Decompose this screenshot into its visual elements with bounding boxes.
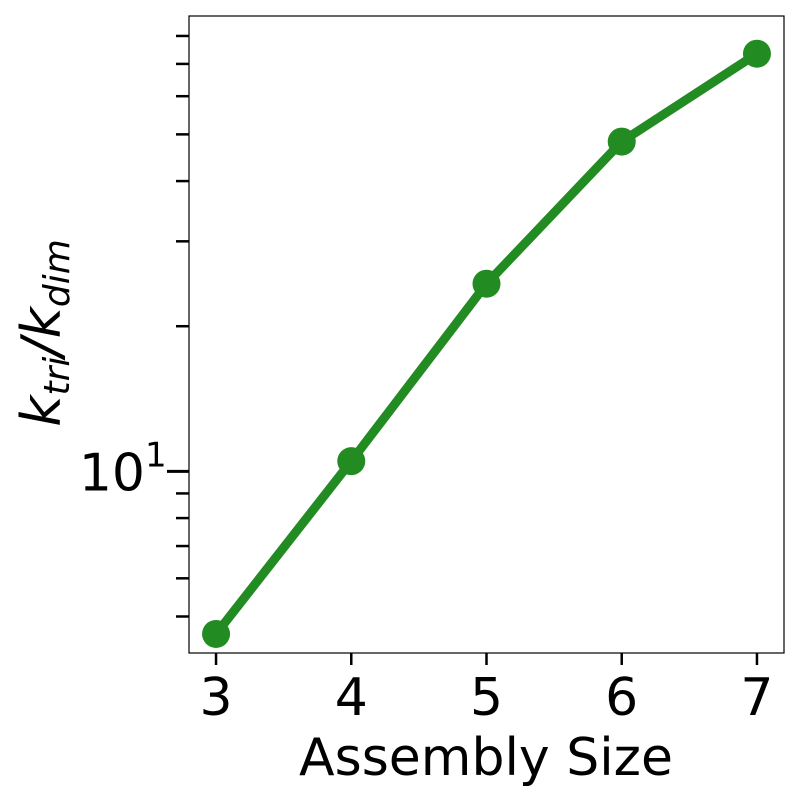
y-label-sub-tri: tri — [37, 357, 78, 396]
series-line-0 — [211, 49, 762, 639]
x-tick-label-5: 5 — [470, 668, 503, 728]
y-tick-label-exponent: 1 — [145, 435, 167, 475]
plot-frame — [188, 15, 785, 654]
series-layer — [202, 39, 771, 648]
y-tick-label-10: 10 — [79, 443, 145, 503]
x-axis-label: Assembly Size — [299, 728, 673, 788]
data-point-x7 — [742, 39, 771, 68]
ticks-layer: 3 4 5 6 7 10 1 — [79, 34, 774, 728]
x-tick-label-7: 7 — [740, 668, 773, 728]
data-point-x4 — [337, 447, 366, 476]
y-label-k2: k — [10, 304, 73, 338]
x-tick-label-3: 3 — [199, 668, 232, 728]
data-point-x6 — [607, 127, 636, 156]
y-axis-label: ktri/kdim — [10, 239, 78, 427]
data-point-x5 — [472, 269, 501, 298]
labels-layer: Assembly Size ktri/kdim — [10, 239, 673, 788]
y-label-k1: k — [10, 393, 73, 427]
data-point-x3 — [202, 619, 231, 648]
x-tick-label-4: 4 — [335, 668, 368, 728]
y-label-sub-dim: dim — [37, 239, 78, 307]
x-tick-label-6: 6 — [605, 668, 638, 728]
